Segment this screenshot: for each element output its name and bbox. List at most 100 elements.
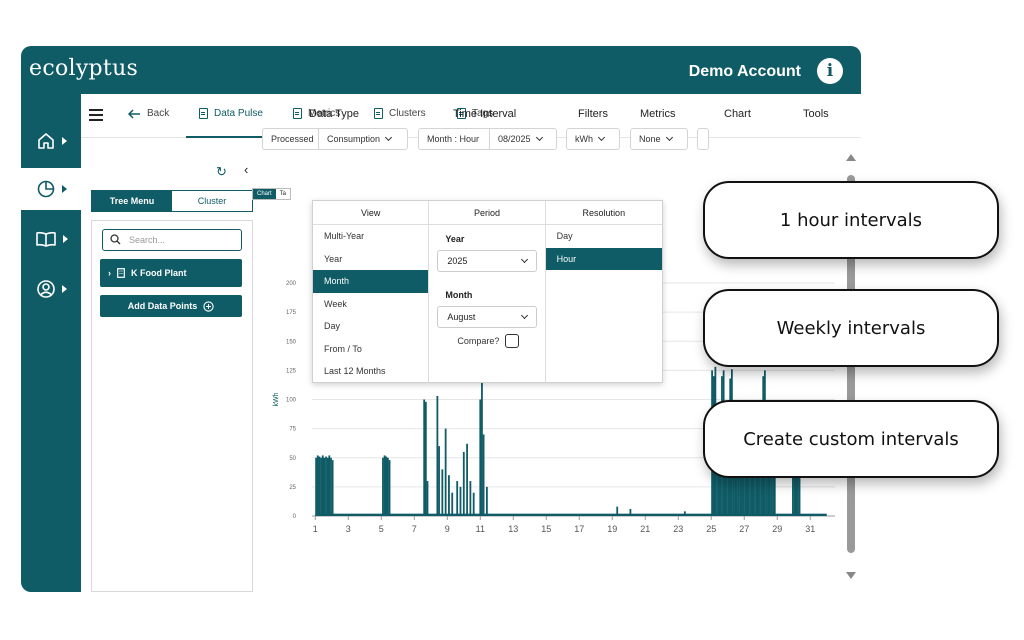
data-bar: [734, 457, 737, 516]
view-option[interactable]: Year: [324, 253, 343, 264]
scroll-down-arrow-icon[interactable]: [846, 572, 856, 579]
search-input[interactable]: Search...: [102, 229, 242, 251]
data-bar: [727, 455, 730, 516]
compare-label: Compare?: [457, 336, 500, 346]
view-option[interactable]: Last 12 Months: [324, 366, 386, 376]
view-option[interactable]: From / To: [324, 343, 362, 354]
library-nav-button[interactable]: [21, 218, 81, 260]
data-bar: [481, 277, 483, 516]
plus-circle-icon: [203, 300, 214, 312]
tab-data-pulse[interactable]: Data Pulse: [199, 108, 263, 119]
y-tick-label: 100: [286, 398, 297, 404]
x-tick-label: 5: [379, 524, 384, 534]
document-icon: [293, 108, 302, 119]
data-bar: [382, 457, 384, 516]
building-icon: [117, 268, 125, 278]
metrics-header: Metrics: [640, 108, 676, 120]
view-option[interactable]: Week: [324, 298, 347, 309]
metrics-value: None: [639, 134, 661, 144]
year-select[interactable]: 2025: [437, 250, 538, 272]
view-header: View: [313, 201, 429, 225]
y-tick-label: 75: [289, 427, 296, 433]
data-bar: [716, 457, 718, 516]
data-type-header: Data Type: [309, 108, 359, 120]
data-bar: [796, 467, 799, 516]
data-bar: [795, 463, 798, 516]
side-rail: [21, 94, 81, 592]
data-bar: [320, 457, 322, 516]
caret-right-icon: [61, 285, 67, 293]
time-interval-label: Month : Hour: [427, 134, 480, 144]
data-bar: [772, 457, 775, 516]
home-nav-button[interactable]: [21, 120, 81, 162]
view-option[interactable]: Multi-Year: [324, 231, 365, 241]
x-tick-label: 17: [574, 524, 584, 534]
data-bar: [456, 481, 459, 516]
tab-clusters[interactable]: Clusters: [374, 108, 426, 119]
table-view-tab[interactable]: Ta: [279, 191, 287, 197]
data-bar: [383, 455, 386, 516]
tab-metrics[interactable]: Metrics: [293, 108, 340, 119]
data-bar: [629, 509, 632, 516]
data-bar: [482, 434, 485, 516]
x-tick-label: 3: [346, 524, 351, 534]
resolution-option[interactable]: Hour: [545, 247, 662, 270]
data-bar: [472, 492, 475, 516]
processed-toggle[interactable]: Processed: [262, 128, 318, 150]
chart-type-button[interactable]: [697, 128, 709, 150]
home-icon: [37, 133, 54, 149]
data-bar: [323, 457, 326, 516]
x-tick-label: 31: [805, 524, 815, 534]
chart-view-toggle[interactable]: Chart Ta: [252, 188, 292, 200]
x-tick-label: 15: [541, 524, 551, 534]
compare-toggle[interactable]: Compare?: [457, 334, 520, 348]
add-data-points-button[interactable]: Add Data Points: [100, 295, 242, 317]
back-link[interactable]: Back: [128, 108, 169, 119]
data-bar: [760, 455, 763, 516]
data-type-select[interactable]: Consumption: [318, 128, 408, 150]
data-bar: [745, 451, 748, 516]
data-bar: [466, 443, 468, 516]
profile-nav-button[interactable]: [21, 268, 81, 310]
chevron-left-icon[interactable]: ‹: [244, 162, 249, 177]
month-label: Month: [445, 290, 473, 300]
data-bar: [683, 511, 686, 516]
resolution-option[interactable]: Day: [556, 231, 573, 241]
scroll-up-arrow-icon[interactable]: [846, 154, 856, 161]
analytics-nav-button[interactable]: [21, 168, 81, 210]
tab-tags[interactable]: Tags: [457, 108, 493, 119]
data-bar: [742, 457, 745, 516]
back-label: Back: [147, 108, 170, 119]
view-option[interactable]: Day: [324, 321, 341, 331]
x-tick-label: 19: [607, 524, 617, 534]
data-bar: [724, 451, 727, 516]
tab-cluster[interactable]: Cluster: [197, 196, 227, 206]
data-bar: [719, 455, 722, 516]
time-interval-select[interactable]: 08/2025: [489, 128, 557, 150]
time-interval-button[interactable]: Month : Hour: [418, 128, 489, 150]
x-tick-label: 27: [739, 524, 749, 534]
y-tick-label: 200: [286, 281, 297, 287]
month-select[interactable]: August: [437, 306, 538, 328]
chevron-down-icon: [384, 133, 393, 142]
time-interval-dropdown: View Multi-Year Year Month Week Day From / To…: [312, 200, 663, 383]
data-bar: [740, 457, 743, 516]
account-name[interactable]: Demo Account: [688, 63, 801, 80]
tab-tree-menu[interactable]: Tree Menu: [92, 191, 172, 211]
hamburger-menu-icon[interactable]: [89, 109, 103, 121]
data-bar: [717, 451, 720, 516]
data-bar: [754, 455, 756, 516]
chart-view-tab[interactable]: Chart: [253, 189, 276, 199]
y-tick-label: 25: [289, 485, 296, 491]
compare-checkbox[interactable]: [505, 334, 520, 348]
tree-node-k-food-plant[interactable]: › K Food Plant: [100, 259, 242, 287]
unit-filter-select[interactable]: kWh: [566, 128, 620, 150]
view-option[interactable]: Month: [313, 270, 429, 293]
data-bar: [616, 506, 619, 516]
ecolyptus-logo[interactable]: ecolyptus: [29, 56, 139, 81]
refresh-icon[interactable]: ↻: [216, 164, 227, 179]
metrics-select[interactable]: None: [630, 128, 688, 150]
info-icon[interactable]: i: [817, 58, 843, 84]
data-bar: [759, 457, 761, 516]
data-bar: [330, 457, 332, 516]
